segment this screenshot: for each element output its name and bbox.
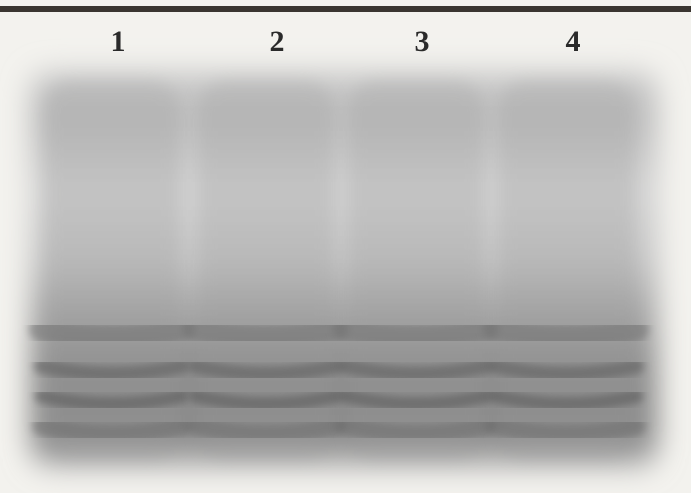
lane-label: 3 — [415, 25, 430, 58]
gel-lanes — [29, 80, 649, 460]
gel-band — [188, 358, 344, 382]
gel-band — [32, 416, 192, 444]
gel-band — [34, 388, 190, 412]
lane-label: 1 — [111, 25, 126, 58]
gel-lane — [183, 80, 349, 460]
gel-band — [488, 388, 644, 412]
gel-lane — [333, 80, 499, 460]
gel-band — [188, 388, 344, 412]
lane-label: 2 — [270, 25, 285, 58]
gel-band — [486, 416, 646, 444]
gel-band — [186, 416, 346, 444]
gel-band — [488, 358, 644, 382]
gel-band — [483, 316, 649, 350]
gel-lane — [483, 80, 649, 460]
gel-band — [29, 316, 195, 350]
gel-band — [333, 316, 499, 350]
gel-band — [338, 388, 494, 412]
gel-band — [183, 316, 349, 350]
gel-band — [34, 358, 190, 382]
top-rule — [0, 6, 691, 12]
gel-band — [336, 416, 496, 444]
gel-band — [338, 358, 494, 382]
gel-lane — [29, 80, 195, 460]
lane-label: 4 — [566, 25, 581, 58]
